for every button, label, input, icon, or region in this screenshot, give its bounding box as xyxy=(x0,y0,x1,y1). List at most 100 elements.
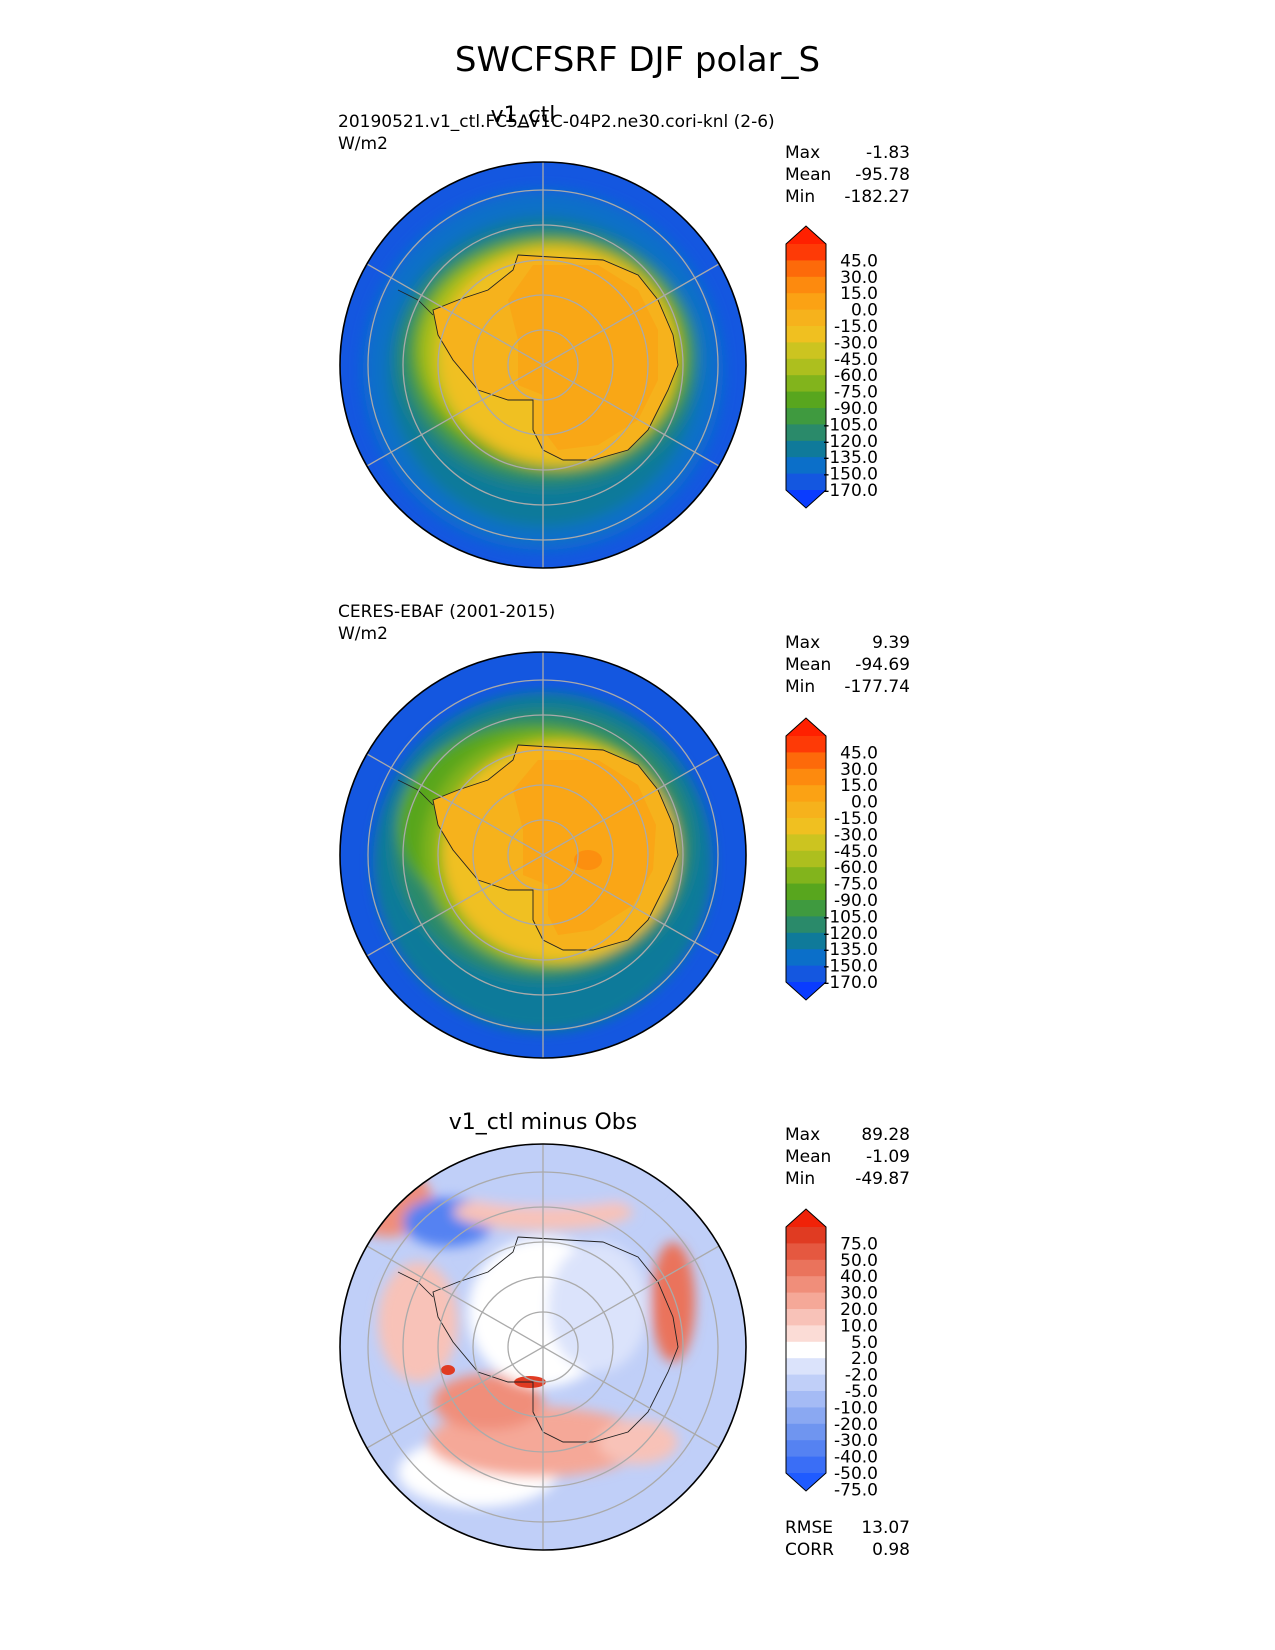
panel-2-graticule xyxy=(366,652,720,1058)
colorbar-extend-max xyxy=(786,718,826,736)
colorbar-band xyxy=(786,473,826,491)
colorbar-tick-label: 45.0 xyxy=(840,251,878,271)
panel-3-metrics: RMSE 13.07 CORR 0.98 xyxy=(785,1517,910,1561)
metric-label: CORR xyxy=(785,1540,834,1560)
colorbar-tick-label: 5.0 xyxy=(851,1333,878,1353)
colorbar-tick-label: -20.0 xyxy=(834,1415,878,1435)
panel-2-units-label: W/m2 xyxy=(338,624,388,644)
stat-value: -1.09 xyxy=(866,1147,910,1167)
colorbar-tick-label: 30.0 xyxy=(840,760,878,780)
colorbar-band xyxy=(786,818,826,835)
colorbar-band xyxy=(786,1292,826,1310)
colorbar-tick-label: 0.0 xyxy=(851,301,878,321)
colorbar-band xyxy=(786,1325,826,1343)
colorbar-band xyxy=(786,736,826,753)
stat-value: 9.39 xyxy=(872,633,910,653)
colorbar-band xyxy=(786,375,826,393)
colorbar-tick-label: -5.0 xyxy=(845,1382,878,1402)
stat-value: -182.27 xyxy=(844,187,910,207)
colorbar-band xyxy=(786,1243,826,1261)
colorbar-extend-max xyxy=(786,226,826,244)
colorbar-band xyxy=(786,768,826,786)
panel-3-colorbar: 75.050.040.030.020.010.05.02.0-2.0-5.0-1… xyxy=(785,1208,878,1498)
stat-value: -95.78 xyxy=(855,165,910,185)
colorbar-tick-label: -135.0 xyxy=(823,448,878,468)
colorbar-tick-label: 30.0 xyxy=(840,268,878,288)
stat-value: -1.83 xyxy=(866,143,910,163)
colorbar-band xyxy=(786,1374,826,1392)
panel-1-units-label: W/m2 xyxy=(338,134,388,154)
colorbar-tick-label: 15.0 xyxy=(840,776,878,796)
colorbar-band xyxy=(786,358,826,376)
colorbar-band xyxy=(786,1259,826,1277)
colorbar-extend-min xyxy=(786,982,826,1000)
panel-1-polar-map xyxy=(339,161,747,569)
panel-3-graticule xyxy=(366,1144,720,1550)
colorbar-band xyxy=(786,1227,826,1244)
colorbar-band xyxy=(786,457,826,475)
panel-2-polar-map xyxy=(339,651,747,1059)
metric-value: 0.98 xyxy=(872,1540,910,1560)
colorbar-band xyxy=(786,1276,826,1294)
colorbar-band xyxy=(786,391,826,409)
colorbar-outline xyxy=(785,1208,827,1492)
colorbar-tick-label: 75.0 xyxy=(840,1234,878,1254)
colorbar-tick-label: 15.0 xyxy=(840,284,878,304)
colorbar-band xyxy=(786,260,826,278)
panel-3-polar-map xyxy=(339,1143,747,1551)
colorbar-tick-label: 40.0 xyxy=(840,1267,878,1287)
colorbar-tick-label: 20.0 xyxy=(840,1300,878,1320)
colorbar-band xyxy=(786,1407,826,1425)
colorbar-band xyxy=(786,1309,826,1326)
colorbar-tick-label: -75.0 xyxy=(834,875,878,895)
stat-label: Min xyxy=(785,677,816,697)
panel-1-stats: Max -1.83 Mean -95.78 Min -182.27 xyxy=(785,142,910,208)
colorbar-band xyxy=(786,867,826,885)
colorbar-band xyxy=(786,1358,826,1376)
colorbar-band xyxy=(786,949,826,967)
colorbar-tick-label: -15.0 xyxy=(834,317,878,337)
colorbar-band xyxy=(786,883,826,901)
colorbar-tick-label: -45.0 xyxy=(834,842,878,862)
stat-value: -49.87 xyxy=(855,1169,910,1189)
colorbar-tick-label: 50.0 xyxy=(840,1251,878,1271)
colorbar-band xyxy=(786,1456,826,1474)
colorbar-tick-label: -120.0 xyxy=(823,924,878,944)
panel-2-colorbar: 45.030.015.00.0-15.0-30.0-45.0-60.0-75.0… xyxy=(785,717,878,1001)
panel-1-case-label: 20190521.v1_ctl.FC5AV1C-04P2.ne30.cori-k… xyxy=(338,112,775,132)
colorbar-tick-label: 0.0 xyxy=(851,793,878,813)
colorbar-band xyxy=(786,916,826,934)
colorbar-band xyxy=(786,326,826,343)
colorbar-band xyxy=(786,850,826,868)
colorbar-tick-label: -60.0 xyxy=(834,858,878,878)
stat-label: Max xyxy=(785,1125,821,1145)
colorbar-band xyxy=(786,424,826,442)
colorbar-tick-label: -105.0 xyxy=(823,415,878,435)
panel-2-case-label: CERES-EBAF (2001-2015) xyxy=(338,602,556,622)
stat-label: Max xyxy=(785,633,821,653)
colorbar-band xyxy=(786,408,826,425)
stat-label: Mean xyxy=(785,165,832,185)
colorbar-band xyxy=(786,932,826,950)
colorbar-band xyxy=(786,342,826,360)
colorbar-tick-label: -2.0 xyxy=(845,1366,878,1386)
stat-value: 89.28 xyxy=(861,1125,910,1145)
colorbar-tick-label: -40.0 xyxy=(834,1448,878,1468)
colorbar-band xyxy=(786,965,826,983)
panel-2-stats: Max 9.39 Mean -94.69 Min -177.74 xyxy=(785,632,910,698)
colorbar-tick-label: -10.0 xyxy=(834,1398,878,1418)
stat-label: Mean xyxy=(785,1147,832,1167)
metric-label: RMSE xyxy=(785,1518,834,1538)
colorbar-tick-label: -50.0 xyxy=(834,1464,878,1484)
colorbar-band xyxy=(786,1440,826,1458)
stat-label: Min xyxy=(785,187,816,207)
colorbar-band xyxy=(786,293,826,311)
colorbar-tick-label: -90.0 xyxy=(834,399,878,419)
colorbar-tick-label: -75.0 xyxy=(834,383,878,403)
stat-value: -94.69 xyxy=(855,655,910,675)
colorbar-tick-label: -120.0 xyxy=(823,432,878,452)
colorbar-tick-label: 45.0 xyxy=(840,743,878,763)
colorbar-band xyxy=(786,785,826,803)
colorbar-tick-label: -170.0 xyxy=(823,973,878,993)
panel-3-title: v1_ctl minus Obs xyxy=(448,1110,638,1135)
